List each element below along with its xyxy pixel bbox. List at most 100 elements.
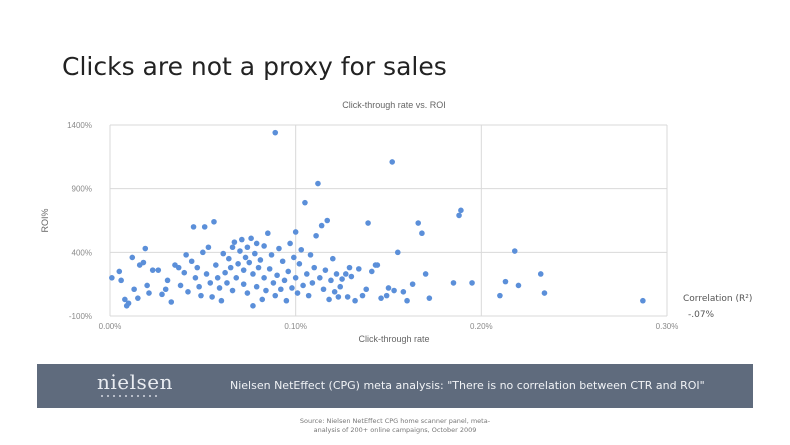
data-point: [265, 230, 271, 237]
data-point: [188, 258, 195, 265]
data-point: [177, 282, 184, 289]
y-axis-title: ROI%: [40, 208, 50, 232]
data-point: [222, 269, 228, 276]
data-point: [261, 243, 267, 249]
data-point: [266, 266, 273, 272]
data-point: [268, 252, 275, 258]
data-point: [226, 255, 232, 262]
data-point: [355, 266, 362, 272]
data-point: [129, 254, 136, 261]
data-point: [149, 267, 156, 273]
data-point: [389, 159, 396, 165]
data-point: [415, 220, 422, 226]
data-point: [541, 290, 548, 296]
data-point: [279, 258, 286, 265]
data-point: [320, 286, 327, 293]
data-point: [242, 254, 249, 261]
correlation-note: Correlation (R²) -.07%: [683, 291, 752, 323]
data-point: [270, 280, 277, 286]
data-point: [211, 218, 217, 225]
data-point: [239, 236, 245, 243]
data-point: [385, 285, 392, 291]
data-point: [162, 286, 169, 293]
data-point: [185, 289, 191, 295]
data-point: [122, 296, 128, 303]
data-point: [339, 276, 345, 282]
data-point: [365, 220, 371, 226]
source-line-2: analysis of 200+ online campaigns, Octob…: [313, 426, 477, 434]
data-point: [300, 282, 306, 289]
data-point: [146, 290, 152, 296]
data-point: [142, 245, 149, 252]
data-point: [311, 264, 318, 271]
y-tick-label: -100%: [69, 312, 92, 321]
logo-dots-decoration: [99, 395, 161, 397]
data-point: [450, 280, 457, 286]
data-point: [317, 275, 323, 281]
data-point: [240, 267, 247, 273]
data-point: [515, 282, 522, 289]
data-point: [209, 294, 215, 300]
chart-title: Click-through rate vs. ROI: [342, 100, 446, 110]
data-point: [511, 248, 518, 254]
data-point: [125, 300, 132, 307]
data-point: [374, 262, 381, 268]
data-point: [328, 277, 334, 284]
data-point: [237, 248, 243, 254]
scatter-chart: Click-through rate vs. ROI -100% 400% 900%…: [40, 100, 679, 344]
data-point: [337, 283, 344, 290]
data-point: [359, 292, 366, 299]
data-point: [307, 252, 314, 258]
data-point: [330, 255, 336, 262]
data-point: [164, 277, 171, 284]
data-point: [224, 280, 230, 286]
data-point: [378, 295, 384, 301]
data-point: [292, 275, 299, 281]
data-point: [250, 303, 256, 309]
data-point: [118, 277, 124, 284]
data-point: [363, 286, 370, 293]
data-point: [272, 129, 279, 136]
data-point: [278, 286, 284, 293]
data-point: [198, 292, 204, 299]
data-point: [497, 292, 503, 299]
data-point: [419, 230, 425, 237]
data-point: [200, 249, 206, 256]
data-point: [250, 271, 256, 277]
data-point: [298, 246, 305, 253]
data-point: [400, 289, 407, 295]
data-point: [426, 295, 433, 301]
x-tick-label: 0.10%: [284, 322, 307, 331]
data-point: [159, 291, 165, 298]
data-point: [257, 257, 264, 263]
data-point: [259, 296, 266, 303]
data-point: [246, 259, 253, 266]
data-point: [346, 264, 353, 271]
data-point: [216, 285, 223, 291]
data-point: [322, 267, 329, 273]
data-point: [352, 297, 358, 304]
data-point: [283, 297, 290, 304]
source-line-1: Source: Nielsen NetEffect CPG home scann…: [299, 417, 491, 425]
data-point: [181, 269, 188, 276]
data-point: [313, 232, 319, 239]
correlation-label: Correlation (R²): [683, 294, 753, 304]
data-point: [255, 264, 262, 271]
data-point: [409, 281, 416, 287]
data-point: [205, 244, 212, 251]
x-axis-title: Click-through rate: [358, 334, 429, 344]
x-tick-label: 0.30%: [656, 322, 679, 331]
data-point: [335, 294, 342, 300]
data-point: [458, 207, 464, 214]
data-point: [218, 297, 225, 304]
data-point: [203, 271, 210, 277]
data-point: [333, 271, 340, 277]
data-point: [394, 249, 401, 256]
data-point: [291, 254, 297, 261]
data-point: [201, 224, 208, 230]
data-point: [318, 222, 325, 229]
data-point: [285, 268, 292, 275]
data-point: [272, 292, 279, 299]
data-point: [287, 240, 293, 247]
data-point: [502, 278, 509, 285]
